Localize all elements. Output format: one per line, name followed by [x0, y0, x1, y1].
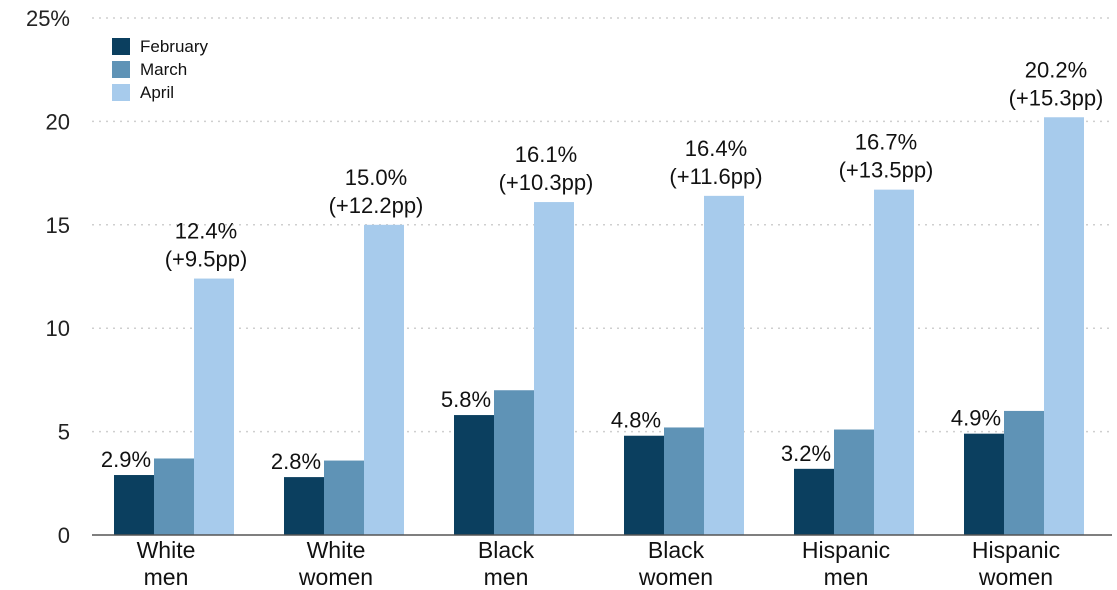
bar-february [794, 468, 834, 535]
data-label-april-value: 20.2% [1025, 57, 1087, 82]
data-label-february: 4.9% [951, 406, 1001, 431]
bar-april [364, 224, 404, 536]
x-tick-label: women [978, 564, 1053, 590]
data-label-april-change: (+12.2pp) [329, 193, 424, 218]
bar-march [834, 429, 874, 535]
y-tick-label: 10 [46, 316, 70, 341]
data-label-april-value: 12.4% [175, 219, 237, 244]
bar-february [964, 433, 1004, 535]
bar-march [154, 458, 194, 535]
data-label-april-change: (+9.5pp) [165, 247, 248, 272]
bar-april [1044, 117, 1084, 535]
bar-february [114, 475, 154, 535]
data-label-april-change: (+13.5pp) [839, 158, 934, 183]
x-tick-label: White [137, 537, 196, 563]
legend-label-april: April [140, 83, 174, 102]
data-label-february: 3.2% [781, 441, 831, 466]
bar-march [664, 427, 704, 535]
bar-april [704, 195, 744, 535]
x-tick-label: men [484, 564, 529, 590]
data-label-april-value: 16.4% [685, 136, 747, 161]
x-tick-label: men [824, 564, 869, 590]
legend: February March April [112, 37, 209, 102]
data-label-april-value: 15.0% [345, 165, 407, 190]
x-tick-label: Black [648, 537, 705, 563]
data-label-april-value: 16.7% [855, 130, 917, 155]
x-tick-label: women [298, 564, 373, 590]
bar-february [624, 435, 664, 535]
bar-march [494, 390, 534, 535]
y-tick-label: 0 [58, 523, 70, 548]
bar-march [1004, 410, 1044, 535]
data-label-april-change: (+15.3pp) [1009, 85, 1104, 110]
x-tick-label: women [638, 564, 713, 590]
y-axis: 0 5 10 15 20 25% [26, 6, 70, 548]
bar-april [194, 278, 234, 535]
x-axis: WhitemenWhitewomenBlackmenBlackwomenHisp… [92, 534, 1112, 590]
data-label-february: 2.8% [271, 449, 321, 474]
legend-swatch-february [112, 38, 130, 55]
x-tick-label: Hispanic [972, 537, 1060, 563]
bar-march [324, 460, 364, 535]
gridlines [92, 17, 1112, 433]
data-label-february: 5.8% [441, 387, 491, 412]
data-label-february: 2.9% [101, 447, 151, 472]
data-label-april-value: 16.1% [515, 142, 577, 167]
y-tick-label: 25% [26, 6, 70, 31]
legend-label-february: February [140, 37, 209, 56]
y-tick-label: 15 [46, 213, 70, 238]
bar-april [874, 189, 914, 536]
legend-label-march: March [140, 60, 187, 79]
x-tick-label: White [307, 537, 366, 563]
x-tick-label: men [144, 564, 189, 590]
bars [114, 117, 1084, 536]
x-tick-label: Black [478, 537, 535, 563]
legend-swatch-april [112, 84, 130, 101]
data-labels: 2.9% 12.4% (+9.5pp) 2.8% 15.0% (+12.2pp) 5.8% 1… [101, 57, 1103, 474]
data-label-february: 4.8% [611, 408, 661, 433]
x-tick-label: Hispanic [802, 537, 890, 563]
bar-february [454, 415, 494, 535]
y-tick-label: 5 [58, 420, 70, 445]
data-label-april-change: (+11.6pp) [669, 164, 762, 189]
bar-february [284, 477, 324, 535]
legend-swatch-march [112, 61, 130, 78]
bar-april [534, 202, 574, 535]
y-tick-label: 20 [46, 109, 70, 134]
data-label-april-change: (+10.3pp) [499, 170, 594, 195]
